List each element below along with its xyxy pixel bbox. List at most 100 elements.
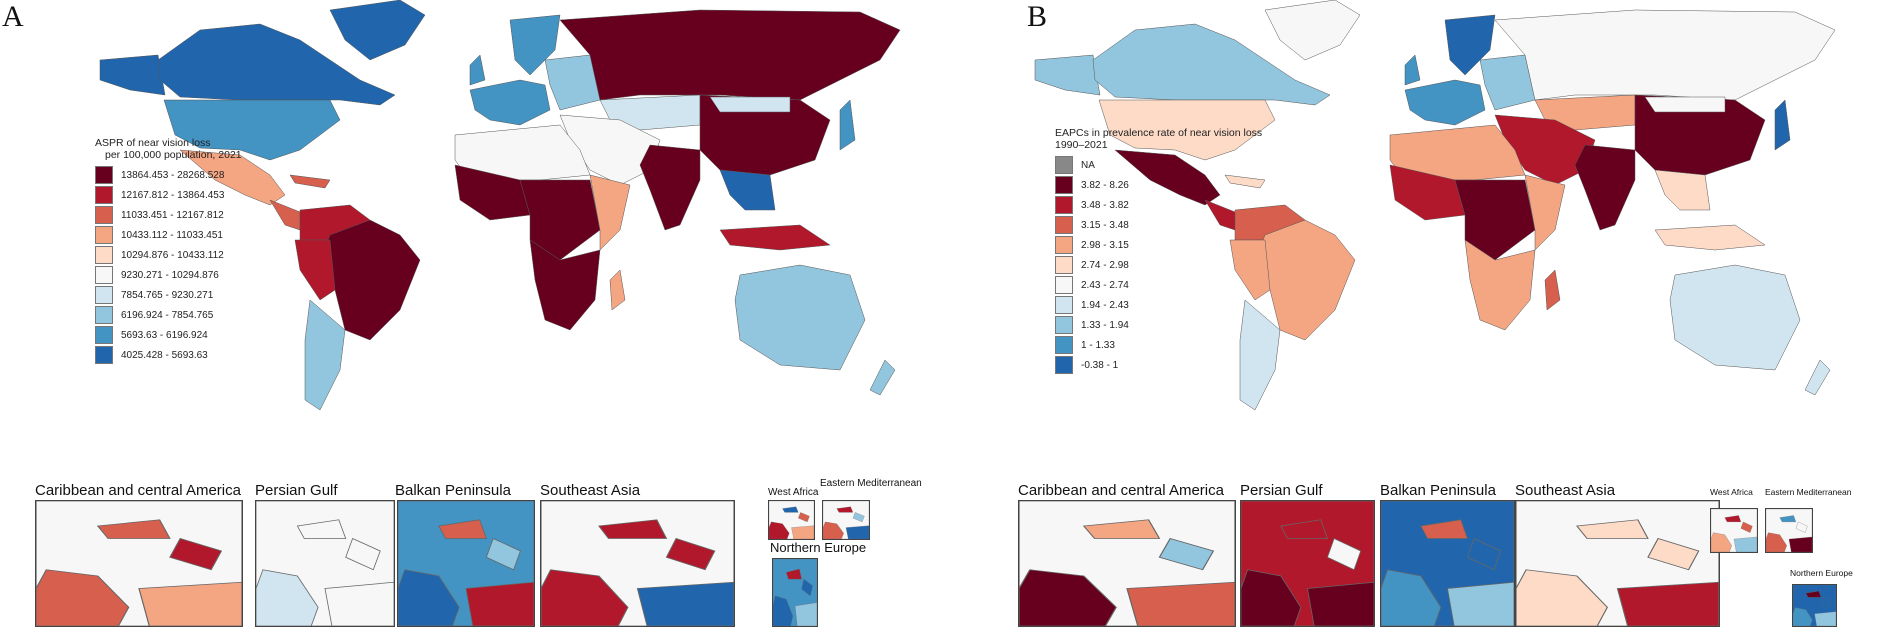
inset-title: Northern Europe	[770, 540, 867, 555]
inset-region	[465, 581, 534, 626]
inset-map-southeast-asia	[1515, 500, 1720, 627]
region-russia	[1494, 9, 1836, 101]
legend-swatch	[1055, 276, 1073, 294]
region-madagascar	[609, 269, 626, 311]
legend-item: 5693.63 - 6196.924	[95, 325, 242, 345]
inset-region	[1019, 569, 1117, 626]
inset-region	[1724, 515, 1742, 523]
region-se-asia	[1654, 169, 1711, 211]
inset-region	[773, 595, 793, 626]
region-mexico	[179, 149, 286, 206]
region-andes	[294, 239, 336, 301]
region-uk	[469, 54, 486, 86]
legend-item: NA	[1055, 155, 1262, 175]
region-mexico	[1114, 149, 1221, 206]
legend-item: -0.38 - 1	[1055, 355, 1262, 375]
region-usa	[1098, 99, 1276, 161]
legend-item: 3.82 - 8.26	[1055, 175, 1262, 195]
inset-title: Southeast Asia	[540, 482, 641, 499]
region-uk	[1404, 54, 1421, 86]
region-australia	[1669, 264, 1801, 371]
inset-title: Balkan Peninsula	[395, 482, 511, 499]
legend-item: 13864.453 - 28268.528	[95, 165, 242, 185]
inset-region	[1711, 532, 1732, 552]
legend-label: 2.43 - 2.74	[1081, 279, 1129, 291]
legend-swatch	[1055, 196, 1073, 214]
legend-label: 12167.812 - 13864.453	[121, 189, 225, 201]
inset-region	[1126, 581, 1235, 626]
inset-region	[438, 519, 487, 539]
region-mongolia	[709, 96, 791, 113]
legend-swatch	[95, 226, 113, 244]
legend-swatch	[95, 286, 113, 304]
inset-region	[541, 569, 629, 626]
region-australia	[734, 264, 866, 371]
inset-region	[852, 512, 865, 523]
legend-swatch	[95, 166, 113, 184]
legend-item: 11033.451 - 12167.812	[95, 205, 242, 225]
region-east-europe	[544, 54, 601, 111]
region-west-europe	[1404, 79, 1486, 126]
region-southern-cone	[1239, 299, 1281, 411]
region-west-europe	[469, 79, 551, 126]
legend-item: 2.43 - 2.74	[1055, 275, 1262, 295]
panel-label-b: B	[1027, 0, 1048, 33]
legend-label: 9230.271 - 10294.876	[121, 269, 219, 281]
inset-map-persian-gulf	[255, 500, 395, 627]
region-north-africa	[454, 124, 591, 181]
inset-map-balkan-peninsula	[1380, 500, 1515, 627]
inset-region	[1158, 537, 1215, 571]
legend-title: ASPR of near vision loss per 100,000 popu…	[95, 137, 242, 161]
region-alaska	[1034, 54, 1101, 96]
inset-region	[138, 581, 242, 626]
inset-map-west-africa	[1710, 508, 1758, 553]
region-russia	[559, 9, 901, 101]
legend-label: 7854.765 - 9230.271	[121, 289, 214, 301]
inset-region	[782, 506, 799, 513]
region-canada	[157, 23, 396, 106]
inset-region	[798, 512, 810, 523]
inset-region	[1779, 515, 1797, 523]
panel-label-a: A	[2, 0, 24, 33]
region-china	[1634, 94, 1766, 176]
inset-region	[1420, 519, 1469, 539]
region-caribbean	[1224, 174, 1266, 189]
region-usa	[163, 99, 341, 161]
region-andes	[1229, 239, 1271, 301]
inset-map-southeast-asia	[540, 500, 735, 627]
region-central-asia	[599, 94, 701, 131]
legend-title-line2: per 100,000 population, 2021	[105, 149, 242, 161]
region-indonesia	[1654, 224, 1766, 251]
legend-swatch	[95, 266, 113, 284]
inset-region	[1733, 536, 1757, 552]
legend-swatch	[1055, 156, 1073, 174]
inset-region	[296, 519, 347, 539]
inset-map-caribbean-and-central-america	[35, 500, 243, 627]
legend-label: 3.48 - 3.82	[1081, 199, 1129, 211]
region-east-africa	[589, 174, 631, 251]
legend-swatch	[1055, 216, 1073, 234]
legend-swatch	[95, 186, 113, 204]
inset-region	[36, 569, 130, 626]
legend-swatch	[1055, 256, 1073, 274]
legend-a: ASPR of near vision loss per 100,000 popu…	[95, 137, 242, 365]
region-north-africa	[1389, 124, 1526, 181]
legend-swatch	[1055, 176, 1073, 194]
inset-map-persian-gulf	[1240, 500, 1375, 627]
inset-title: West Africa	[1710, 487, 1753, 497]
inset-region	[1616, 581, 1719, 626]
inset-region	[1516, 569, 1609, 626]
region-se-asia	[719, 169, 776, 211]
inset-region	[398, 569, 460, 626]
region-nz	[869, 359, 896, 396]
region-central-am	[269, 199, 301, 231]
legend-item: 10294.876 - 10433.112	[95, 245, 242, 265]
inset-title: Balkan Peninsula	[1380, 482, 1496, 499]
inset-region	[791, 525, 814, 539]
inset-region	[1766, 532, 1787, 552]
inset-region	[1381, 569, 1442, 626]
legend-item: 7854.765 - 9230.271	[95, 285, 242, 305]
legend-item: 4025.428 - 5693.63	[95, 345, 242, 365]
inset-title: Eastern Mediterranean	[1765, 487, 1852, 497]
